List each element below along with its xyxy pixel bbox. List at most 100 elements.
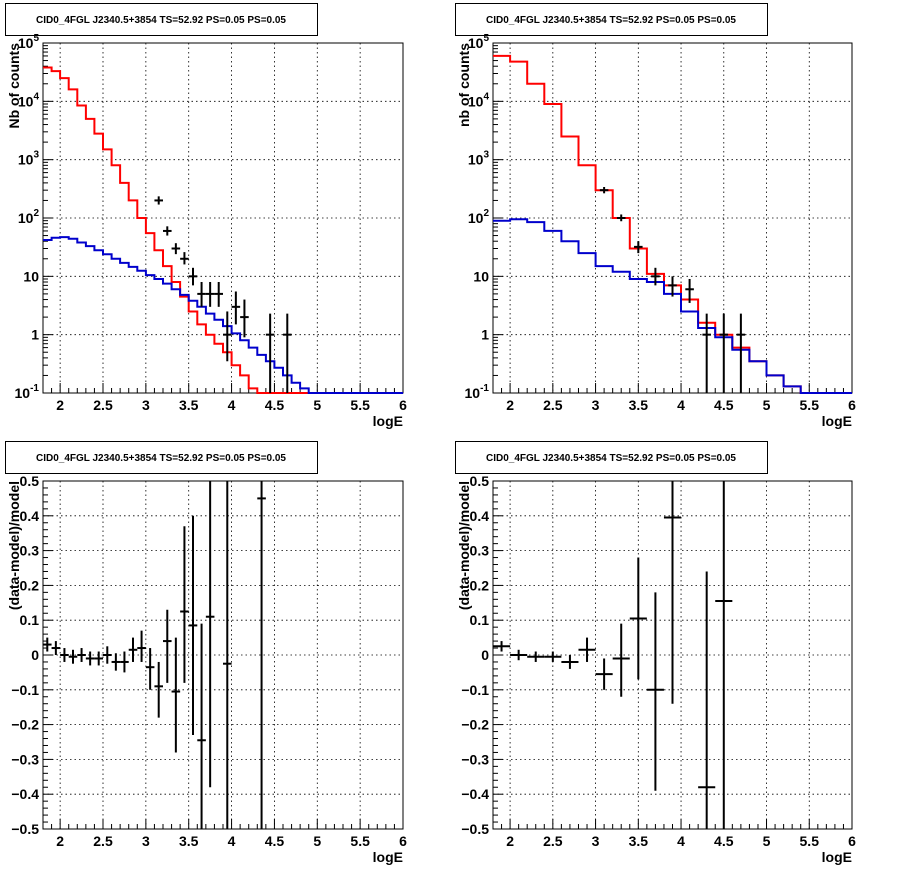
data-point xyxy=(510,649,528,661)
x-tick-label: 4.5 xyxy=(265,833,285,849)
data-point xyxy=(137,630,146,662)
data-point xyxy=(68,649,78,664)
x-tick-label: 4.5 xyxy=(265,397,285,413)
x-tick-label: 5 xyxy=(763,397,771,413)
data-point xyxy=(171,243,181,255)
data-point xyxy=(719,313,729,393)
y-tick-label: 0.3 xyxy=(470,543,490,559)
y-tick-label: 10 xyxy=(23,268,39,284)
y-tick-label: 0.4 xyxy=(20,508,40,524)
data-point xyxy=(702,313,711,393)
x-axis-label: logE xyxy=(373,413,403,429)
data-point xyxy=(698,571,716,829)
y-tick-label: 102 xyxy=(468,208,490,226)
y-tick-label: −0.5 xyxy=(11,821,39,837)
x-axis-label: logE xyxy=(373,849,403,865)
y-tick-label: −0.1 xyxy=(461,682,489,698)
y-tick-label: 103 xyxy=(18,150,40,168)
y-tick-label: −0.3 xyxy=(461,751,489,767)
y-axis-label: (data-model)/model xyxy=(456,481,472,610)
data-point xyxy=(128,637,138,662)
series-line-red xyxy=(43,66,403,394)
x-tick-label: 5 xyxy=(313,833,321,849)
data-point xyxy=(205,481,215,788)
chart-panel-1: CID0_4FGL J2340.5+3854 TS=52.92 PS=0.05 … xyxy=(5,3,407,429)
data-point xyxy=(223,311,232,362)
x-tick-label: 2 xyxy=(506,397,514,413)
y-tick-label: 0 xyxy=(481,647,489,663)
chart-title-box xyxy=(5,441,318,474)
y-tick-label: −0.4 xyxy=(461,786,489,802)
x-tick-label: 3.5 xyxy=(179,833,199,849)
data-point xyxy=(599,186,609,194)
data-point xyxy=(663,481,682,704)
data-point xyxy=(646,592,664,791)
data-point xyxy=(94,651,103,666)
y-tick-label: 0.3 xyxy=(20,543,40,559)
data-point xyxy=(197,623,206,829)
x-tick-label: 6 xyxy=(848,833,856,849)
y-tick-label: 10 xyxy=(473,268,489,284)
x-tick-label: 5.5 xyxy=(350,833,370,849)
y-tick-label: 0.1 xyxy=(20,612,40,628)
y-tick-label: 10-1 xyxy=(465,383,490,401)
y-tick-label: −0.3 xyxy=(11,751,39,767)
x-tick-label: 4 xyxy=(228,397,236,413)
data-point xyxy=(111,653,121,671)
series-line-red xyxy=(493,54,852,394)
data-point xyxy=(612,623,630,697)
y-tick-label: −0.2 xyxy=(461,717,489,733)
x-axis-label: logE xyxy=(822,849,852,865)
series-line-blue xyxy=(493,218,852,394)
data-point xyxy=(240,299,249,338)
y-tick-label: 0.1 xyxy=(470,612,490,628)
data-point xyxy=(180,526,189,683)
chart-title: CID0_4FGL J2340.5+3854 TS=52.92 PS=0.05 … xyxy=(36,15,286,26)
y-axis-label: (data-model)/model xyxy=(6,481,22,610)
x-tick-label: 4 xyxy=(677,397,685,413)
data-point xyxy=(231,291,241,325)
data-point xyxy=(120,651,129,673)
x-tick-label: 4 xyxy=(228,833,236,849)
y-tick-label: −0.4 xyxy=(11,786,39,802)
chart-panel-3: CID0_4FGL J2340.5+3854 TS=52.92 PS=0.05 … xyxy=(5,441,407,865)
data-point xyxy=(60,648,69,662)
data-point xyxy=(205,281,215,307)
data-point xyxy=(578,637,596,662)
chart-title-box xyxy=(455,441,768,474)
data-point xyxy=(715,481,733,829)
data-point xyxy=(77,648,86,662)
chart-title: CID0_4FGL J2340.5+3854 TS=52.92 PS=0.05 … xyxy=(486,15,736,26)
x-tick-label: 5.5 xyxy=(350,397,370,413)
data-point xyxy=(561,655,579,669)
chart-title-box xyxy=(5,3,318,36)
data-point xyxy=(51,641,61,655)
y-tick-label: 0.4 xyxy=(470,508,490,524)
y-tick-label: 0 xyxy=(31,647,39,663)
data-point xyxy=(544,651,562,662)
y-tick-label: 0.2 xyxy=(20,577,40,593)
y-tick-label: −0.5 xyxy=(461,821,489,837)
y-tick-label: 105 xyxy=(18,33,40,51)
series-line-blue xyxy=(43,236,403,394)
data-point xyxy=(188,267,198,286)
x-axis-label: logE xyxy=(822,413,852,429)
data-point xyxy=(527,651,545,662)
data-point xyxy=(651,267,660,286)
data-point xyxy=(634,241,643,254)
y-axis-label: Nb of counts xyxy=(6,43,22,129)
x-tick-label: 3 xyxy=(142,833,150,849)
data-point xyxy=(163,226,172,236)
y-tick-label: 104 xyxy=(468,91,490,109)
data-point xyxy=(283,313,292,393)
x-tick-label: 3 xyxy=(592,833,600,849)
x-tick-label: 5.5 xyxy=(800,833,820,849)
x-tick-label: 6 xyxy=(399,833,407,849)
data-point xyxy=(493,641,511,652)
y-tick-label: 104 xyxy=(18,91,40,109)
data-point xyxy=(180,252,189,265)
data-point xyxy=(43,637,52,652)
data-point xyxy=(154,196,163,205)
plot-frame xyxy=(492,42,853,394)
